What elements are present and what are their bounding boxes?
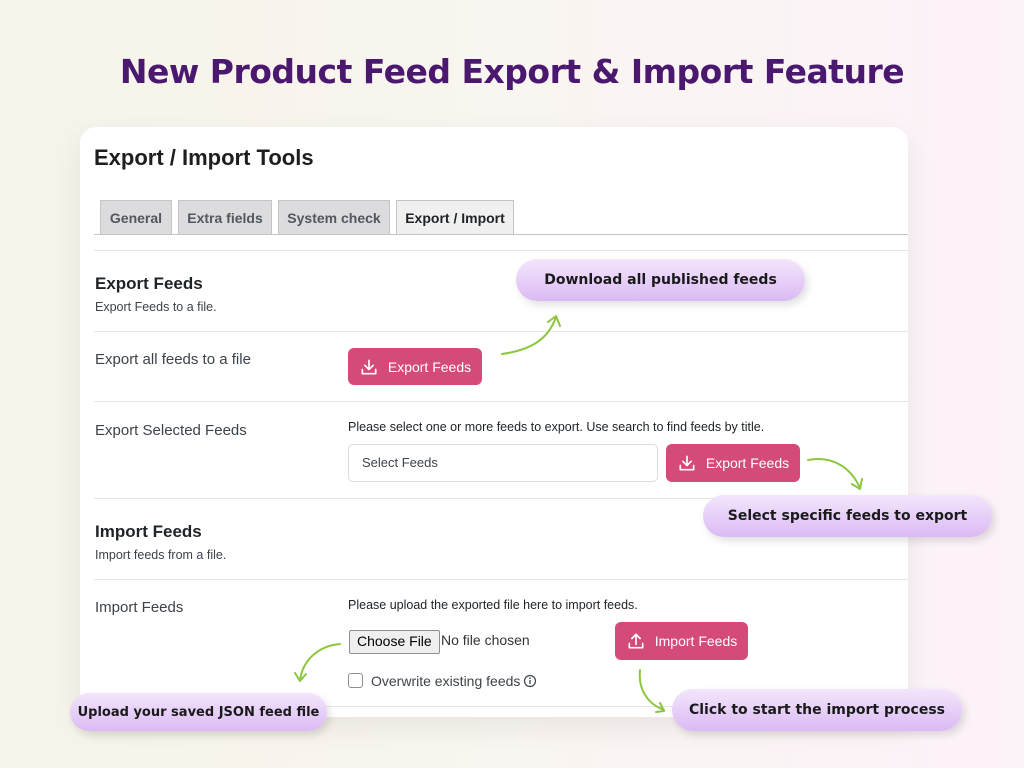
tab-system-check[interactable]: System check bbox=[278, 200, 390, 234]
info-icon[interactable] bbox=[523, 674, 537, 688]
import-button[interactable]: Import Feeds bbox=[615, 622, 748, 660]
export-all-label: Export all feeds to a file bbox=[95, 351, 251, 368]
import-description: Import feeds from a file. bbox=[95, 548, 227, 562]
download-icon bbox=[679, 455, 695, 471]
callout-upload-json: Upload your saved JSON feed file bbox=[70, 693, 327, 731]
download-icon bbox=[361, 359, 377, 374]
export-selected-help: Please select one or more feeds to expor… bbox=[348, 420, 765, 434]
import-button-label: Import Feeds bbox=[654, 633, 738, 649]
divider bbox=[94, 498, 908, 499]
upload-icon bbox=[628, 633, 644, 649]
callout-start-import: Click to start the import process bbox=[672, 689, 962, 731]
tab-extra-fields[interactable]: Extra fields bbox=[178, 200, 272, 234]
overwrite-checkbox[interactable] bbox=[348, 673, 363, 688]
import-label: Import Feeds bbox=[95, 599, 184, 616]
tabs-divider bbox=[94, 234, 908, 235]
overwrite-label: Overwrite existing feeds bbox=[371, 673, 521, 689]
tab-export-import[interactable]: Export / Import bbox=[396, 200, 514, 234]
file-status: No file chosen bbox=[441, 632, 530, 648]
export-heading: Export Feeds bbox=[95, 274, 203, 293]
choose-file-button[interactable]: Choose File bbox=[349, 630, 440, 654]
import-heading: Import Feeds bbox=[95, 522, 202, 541]
divider bbox=[94, 706, 908, 707]
divider bbox=[94, 401, 908, 402]
headline: New Product Feed Export & Import Feature bbox=[119, 52, 905, 91]
page-title: Export / Import Tools bbox=[94, 145, 314, 170]
divider bbox=[94, 579, 908, 580]
select-feeds-input[interactable]: Select Feeds bbox=[348, 444, 658, 482]
export-all-button[interactable]: Export Feeds bbox=[348, 348, 482, 385]
divider bbox=[94, 250, 908, 251]
export-selected-label: Export Selected Feeds bbox=[95, 422, 247, 439]
callout-select-specific: Select specific feeds to export bbox=[703, 495, 992, 537]
export-selected-button[interactable]: Export Feeds bbox=[666, 444, 800, 482]
tab-general[interactable]: General bbox=[100, 200, 172, 234]
export-description: Export Feeds to a file. bbox=[95, 300, 217, 314]
callout-download-all: Download all published feeds bbox=[516, 259, 805, 301]
export-selected-button-label: Export Feeds bbox=[705, 455, 790, 471]
divider bbox=[94, 331, 908, 332]
export-all-button-label: Export Feeds bbox=[387, 358, 472, 375]
import-help: Please upload the exported file here to … bbox=[348, 598, 638, 612]
